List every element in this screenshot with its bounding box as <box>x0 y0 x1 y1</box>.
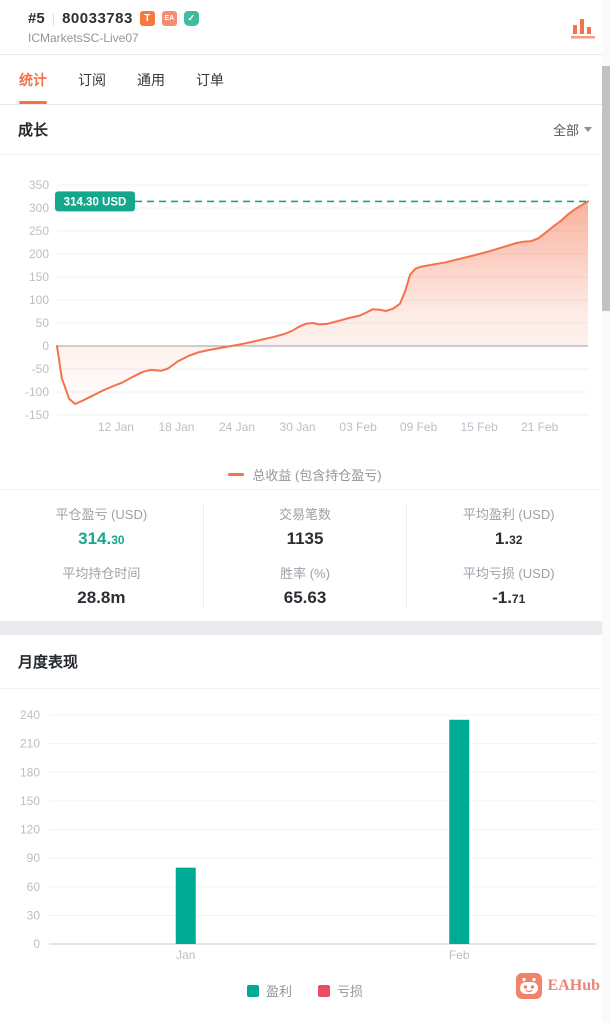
y-tick-label: 120 <box>20 823 40 837</box>
x-tick-label: Jan <box>176 948 195 962</box>
stats-grid: 平仓盈亏 (USD) 314.30 平均持仓时间 28.8m 交易笔数 1135… <box>0 489 610 621</box>
stat-avg-profit: 平均盈利 (USD) 1.32 <box>462 507 555 548</box>
x-tick-label: Feb <box>449 948 470 962</box>
growth-chart-area: 350 300 250 200 150 100 50 0 -50 -100 -150 12 Jan 18… <box>0 155 610 459</box>
y-tick-label: 180 <box>20 765 40 779</box>
y-tick-label: 200 <box>29 247 49 261</box>
stat-win-rate: 胜率 (%) 65.63 <box>280 566 330 607</box>
growth-title: 成长 <box>18 122 49 139</box>
y-tick-label: 240 <box>20 708 40 722</box>
server-name: ICMarketsSC-Live07 <box>28 31 139 45</box>
bar-chart-icon[interactable] <box>570 16 596 40</box>
x-tick-label: 03 Feb <box>339 420 377 434</box>
profit-area <box>57 201 588 404</box>
current-value-badge <box>55 191 135 212</box>
top-card: #5 | 80033783 T EA ✓ ICMarketsSC-Live07 … <box>0 0 610 621</box>
growth-legend[interactable]: 总收益 (包含持仓盈亏) <box>0 459 610 489</box>
stats-column-2: 交易笔数 1135 胜率 (%) 65.63 <box>202 504 408 608</box>
y-tick-label: 350 <box>29 178 49 192</box>
growth-legend-label: 总收益 (包含持仓盈亏) <box>252 467 382 483</box>
range-filter-dropdown[interactable]: 全部 <box>553 120 592 139</box>
monthly-footer: 盈利 亏损 EAHub <box>0 969 610 1010</box>
y-tick-label: 250 <box>29 224 49 238</box>
ea-badge: EA <box>161 11 177 26</box>
stats-column-1: 平仓盈亏 (USD) 314.30 平均持仓时间 28.8m <box>0 504 203 608</box>
y-tick-label: 0 <box>42 339 49 353</box>
section-gap <box>0 621 610 635</box>
tab-orders[interactable]: 订单 <box>196 71 224 88</box>
bar-feb-profit <box>449 719 470 944</box>
page-scrollbar <box>602 0 610 1021</box>
monthly-chart-area: 0 30 60 90 120 150 180 210 240 Jan Feb <box>0 689 610 969</box>
scrollbar-thumb[interactable] <box>602 66 610 311</box>
x-tick-label: 21 Feb <box>521 420 559 434</box>
stat-avg-loss: 平均亏损 (USD) -1.71 <box>462 566 555 607</box>
y-tick-label: -150 <box>25 408 49 422</box>
verified-shield-icon: ✓ <box>183 11 199 26</box>
y-tick-label: -50 <box>32 362 50 376</box>
account-rank: #5 <box>28 10 45 27</box>
y-tick-label: 90 <box>27 851 41 865</box>
legend-loss[interactable]: 亏损 <box>318 981 363 1000</box>
x-tick-label: 30 Jan <box>280 420 316 434</box>
monthly-section-header: 月度表现 <box>0 635 610 689</box>
monthly-title: 月度表现 <box>18 654 79 671</box>
x-tick-label: 18 Jan <box>158 420 194 434</box>
y-tick-label: 50 <box>36 316 50 330</box>
account-id: 80033783 <box>62 10 133 27</box>
x-tick-label: 24 Jan <box>219 420 255 434</box>
y-tick-label: 300 <box>29 201 49 215</box>
account-header: #5 | 80033783 T EA ✓ ICMarketsSC-Live07 <box>0 0 610 55</box>
monthly-card: 月度表现 0 30 60 90 120 150 180 210 240 Jan Feb 盈利 亏损 <box>0 635 610 1010</box>
x-tick-label: 12 Jan <box>98 420 134 434</box>
tab-statistics[interactable]: 统计 <box>19 55 47 104</box>
y-tick-label: 150 <box>29 270 49 284</box>
stat-avg-holding-time: 平均持仓时间 28.8m <box>62 566 141 607</box>
y-tick-label: 60 <box>27 880 41 894</box>
x-tick-label: 09 Feb <box>400 420 438 434</box>
stats-column-3: 平均盈利 (USD) 1.32 平均亏损 (USD) -1.71 <box>407 504 610 608</box>
tab-subscription[interactable]: 订阅 <box>78 71 106 88</box>
bar-jan-profit <box>175 867 196 944</box>
current-value-badge-label: 314.30 USD <box>64 196 127 208</box>
eahub-logo-text: EAHub <box>547 977 600 994</box>
y-tick-label: 150 <box>20 794 40 808</box>
monthly-legend: 盈利 亏损 <box>0 981 610 1000</box>
y-tick-label: 0 <box>33 937 40 951</box>
y-tick-label: 30 <box>27 908 41 922</box>
range-filter-value: 全部 <box>552 123 579 138</box>
divider: | <box>51 11 56 26</box>
profit-swatch-icon <box>246 984 259 997</box>
stat-closed-pnl: 平仓盈亏 (USD) 314.30 <box>55 507 148 548</box>
trader-badge: T <box>139 11 155 26</box>
chevron-down-icon <box>584 127 592 132</box>
growth-area-chart: 350 300 250 200 150 100 50 0 -50 -100 -150 12 Jan 18… <box>25 178 589 434</box>
x-tick-label: 15 Feb <box>460 420 498 434</box>
line-series-marker-icon <box>228 472 245 476</box>
loss-swatch-icon <box>318 984 330 997</box>
robot-logo-icon <box>515 973 542 999</box>
monthly-bar-chart: 0 30 60 90 120 150 180 210 240 Jan Feb <box>20 708 596 962</box>
profit-line <box>56 200 589 405</box>
tab-bar: 统计 订阅 通用 订单 <box>0 55 610 105</box>
eahub-watermark: EAHub <box>515 973 600 999</box>
growth-section-header: 成长 全部 <box>0 105 610 155</box>
y-tick-label: 210 <box>20 737 40 751</box>
tab-general[interactable]: 通用 <box>137 71 165 88</box>
legend-profit[interactable]: 盈利 <box>246 981 292 1000</box>
y-tick-label: 100 <box>29 293 49 307</box>
stat-trade-count: 交易笔数 1135 <box>279 507 332 548</box>
y-tick-label: -100 <box>25 385 49 399</box>
